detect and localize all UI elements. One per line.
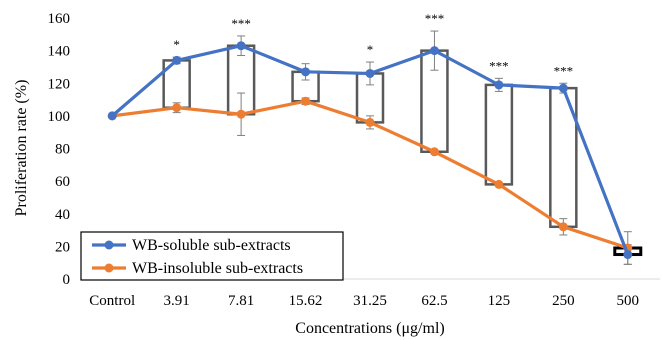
data-point-soluble xyxy=(623,250,633,260)
y-tick-label: 40 xyxy=(55,207,70,223)
x-tick-label: 500 xyxy=(617,293,640,309)
significance-label: *** xyxy=(231,16,251,31)
significance-label: *** xyxy=(425,11,445,26)
data-point-soluble xyxy=(365,68,375,78)
data-point-soluble xyxy=(494,80,504,90)
data-point-soluble xyxy=(558,83,568,93)
series-lines xyxy=(107,41,633,260)
legend: WB-soluble sub-extracts WB-insoluble sub-… xyxy=(80,231,344,281)
data-point-soluble xyxy=(107,111,117,121)
data-point-soluble xyxy=(236,41,246,51)
data-point-insoluble xyxy=(429,147,439,157)
data-point-insoluble xyxy=(558,222,568,232)
legend-label: WB-insoluble sub-extracts xyxy=(132,260,303,277)
x-tick-label: 125 xyxy=(488,293,511,309)
x-tick-label: 7.81 xyxy=(228,293,254,309)
legend-marker xyxy=(104,240,114,250)
significance-label: *** xyxy=(489,58,509,73)
legend-box xyxy=(80,231,344,281)
x-axis-label: Concentrations (μg/ml) xyxy=(295,320,444,337)
y-tick-label: 20 xyxy=(55,239,70,255)
y-tick-label: 0 xyxy=(63,272,71,288)
data-point-insoluble xyxy=(172,103,182,113)
y-tick-label: 120 xyxy=(48,76,71,92)
data-point-insoluble xyxy=(494,179,504,189)
significance-label: * xyxy=(367,42,374,57)
legend-label: WB-soluble sub-extracts xyxy=(132,237,291,254)
x-tick-label: 15.62 xyxy=(289,293,323,309)
data-point-soluble xyxy=(172,55,182,65)
x-tick-label: Control xyxy=(89,293,135,309)
significance-labels: *********** *** xyxy=(173,11,573,78)
y-axis-label: Proliferation rate (%) xyxy=(13,80,30,217)
significance-label: * xyxy=(173,37,180,52)
significance-label: *** xyxy=(554,63,574,78)
difference-box xyxy=(484,83,514,186)
data-point-soluble xyxy=(301,67,311,77)
data-point-insoluble xyxy=(236,109,246,119)
y-tick-label: 80 xyxy=(55,142,70,158)
y-tick-label: 160 xyxy=(48,11,71,27)
y-axis-title: Proliferation rate (%) xyxy=(13,80,30,217)
data-point-insoluble xyxy=(301,96,311,106)
y-tick-label: 140 xyxy=(48,44,71,60)
x-tick-labels: Control 3.91 7.81 15.62 31.25 62.5 125 250 500 xyxy=(89,293,639,309)
y-tick-label: 100 xyxy=(48,109,71,125)
x-tick-label: 31.25 xyxy=(353,293,387,309)
x-tick-label: 62.5 xyxy=(421,293,447,309)
data-point-soluble xyxy=(429,46,439,56)
y-tick-labels: 0 20 40 60 80 100 120 140 160 xyxy=(48,11,71,288)
y-tick-label: 60 xyxy=(55,174,70,190)
x-tick-label: 250 xyxy=(552,293,575,309)
x-tick-label: 3.91 xyxy=(164,293,190,309)
data-point-insoluble xyxy=(365,117,375,127)
legend-marker xyxy=(104,263,114,273)
